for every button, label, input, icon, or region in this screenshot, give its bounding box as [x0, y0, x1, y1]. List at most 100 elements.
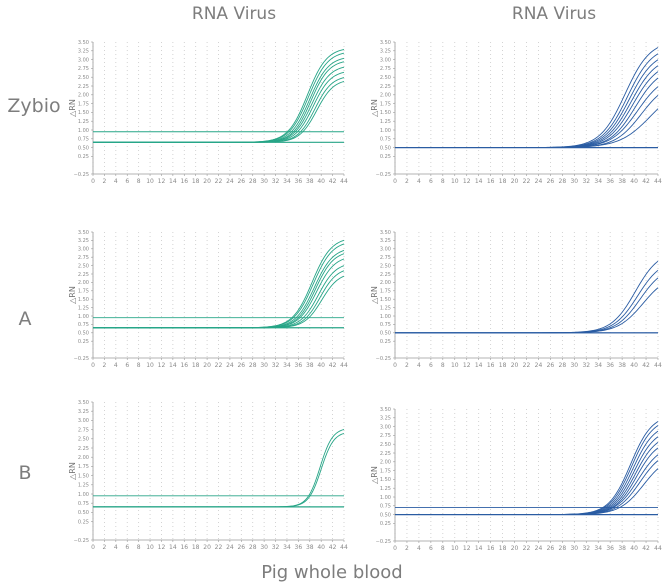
y-tick-label: 2.50: [78, 263, 89, 269]
x-tick-label: 34: [594, 178, 602, 185]
x-tick-label: 38: [306, 544, 314, 551]
x-tick-label: 32: [582, 178, 590, 185]
x-tick-label: 6: [125, 544, 129, 551]
x-tick-label: 26: [237, 178, 245, 185]
y-tick-label: 3.00: [78, 57, 89, 63]
y-tick-label: 2.00: [78, 455, 89, 461]
x-tick-label: 24: [226, 362, 234, 369]
y-tick-label: 1.75: [380, 468, 391, 474]
x-tick-label: 12: [158, 544, 166, 551]
y-tick-label: 1.75: [380, 101, 391, 107]
x-tick-label: 28: [559, 545, 567, 552]
chart-zybio-right: −0.25 0.25 0.50 0.75 1.00 1.25 1.50 1.75 2.00 2.2…: [370, 40, 662, 185]
x-tick-label: 16: [180, 362, 188, 369]
x-tick-label: 4: [417, 545, 421, 552]
x-tick-label: 40: [317, 362, 325, 369]
x-tick-label: 44: [654, 545, 662, 552]
x-tick-label: 18: [499, 545, 507, 552]
y-tick-label: 0.50: [78, 331, 89, 337]
y-tick-label: 0.75: [380, 137, 391, 143]
x-tick-label: 18: [192, 362, 200, 369]
x-tick-label: 8: [137, 544, 141, 551]
y-tick-label: 1.25: [78, 119, 89, 125]
x-tick-label: 24: [535, 178, 543, 185]
x-tick-label: 38: [618, 178, 626, 185]
y-tick-label: 1.00: [78, 128, 89, 134]
y-tick-label: 0.25: [380, 154, 391, 160]
x-tick-label: 44: [340, 178, 348, 185]
y-tick-label: −0.25: [74, 538, 89, 544]
x-tick-label: 30: [260, 362, 268, 369]
y-tick-label: 2.00: [380, 460, 391, 466]
x-tick-label: 16: [180, 544, 188, 551]
x-tick-label: 2: [405, 545, 409, 552]
y-tick-label: 2.25: [380, 84, 391, 90]
x-tick-label: 32: [272, 544, 280, 551]
chart-b-right: −0.25 0.25 0.50 0.75 1.00 1.25 1.50 1.75 2.00 2.2…: [370, 407, 662, 552]
y-tick-label: 2.25: [78, 446, 89, 452]
x-tick-label: 22: [215, 178, 223, 185]
y-tick-label: 3.50: [78, 40, 89, 46]
x-tick-label: 6: [429, 178, 433, 185]
y-tick-label: 1.50: [380, 477, 391, 483]
x-tick-label: 40: [317, 178, 325, 185]
x-tick-label: 4: [114, 178, 118, 185]
amplification-curve: [395, 468, 659, 516]
x-tick-label: 34: [594, 362, 602, 369]
y-tick-label: 2.75: [78, 255, 89, 261]
y-tick-label: 1.50: [380, 110, 391, 116]
x-tick-label: 14: [169, 362, 177, 369]
row-label-a: A: [18, 308, 32, 330]
x-tick-label: 44: [340, 544, 348, 551]
y-tick-label: 3.50: [380, 230, 391, 236]
x-tick-label: 20: [511, 362, 519, 369]
y-tick-label: 3.00: [380, 57, 391, 63]
y-tick-label: 1.00: [380, 495, 391, 501]
y-tick-label: 0.50: [380, 512, 391, 518]
x-tick-label: 16: [487, 545, 495, 552]
y-tick-label: 1.50: [380, 297, 391, 303]
x-tick-label: 26: [547, 545, 555, 552]
x-tick-label: 2: [405, 178, 409, 185]
x-tick-label: 20: [203, 178, 211, 185]
y-tick-label: 2.00: [380, 280, 391, 286]
x-tick-label: 4: [114, 544, 118, 551]
amplification-curve: [395, 71, 659, 149]
x-tick-label: 6: [429, 362, 433, 369]
x-tick-label: 14: [475, 545, 483, 552]
y-tick-label: 1.00: [78, 314, 89, 320]
amplification-curve: [93, 81, 345, 143]
chart-b-left: −0.25 0.25 0.50 0.75 1.00 1.25 1.50 1.75 2.00 2.2…: [68, 400, 348, 551]
x-tick-label: 28: [559, 362, 567, 369]
y-tick-label: 1.50: [78, 110, 89, 116]
y-tick-label: 3.50: [380, 407, 391, 413]
x-tick-label: 22: [215, 544, 223, 551]
y-tick-label: 1.25: [380, 486, 391, 492]
y-tick-label: 3.50: [380, 40, 391, 46]
y-tick-label: 2.75: [78, 66, 89, 72]
y-tick-label: 2.00: [380, 93, 391, 99]
x-tick-label: 28: [249, 362, 257, 369]
x-tick-label: 0: [393, 362, 397, 369]
x-tick-label: 34: [594, 545, 602, 552]
x-tick-label: 24: [535, 545, 543, 552]
amplification-curve: [93, 429, 345, 508]
x-tick-label: 38: [618, 545, 626, 552]
y-axis-label: △RN: [370, 286, 379, 304]
x-tick-label: 18: [499, 178, 507, 185]
amplification-curve: [93, 48, 345, 143]
x-tick-label: 22: [523, 362, 531, 369]
x-tick-label: 36: [295, 178, 303, 185]
x-tick-label: 0: [91, 544, 95, 551]
grid: [394, 232, 659, 358]
y-tick-label: 3.00: [78, 247, 89, 253]
x-tick-label: 36: [295, 362, 303, 369]
y-tick-label: 2.50: [380, 263, 391, 269]
x-tick-label: 34: [283, 362, 291, 369]
x-tick-label: 10: [451, 545, 459, 552]
x-tick-label: 24: [226, 178, 234, 185]
x-tick-label: 10: [146, 544, 154, 551]
y-tick-label: 1.75: [78, 101, 89, 107]
y-tick-label: 2.00: [78, 280, 89, 286]
x-tick-label: 38: [306, 178, 314, 185]
